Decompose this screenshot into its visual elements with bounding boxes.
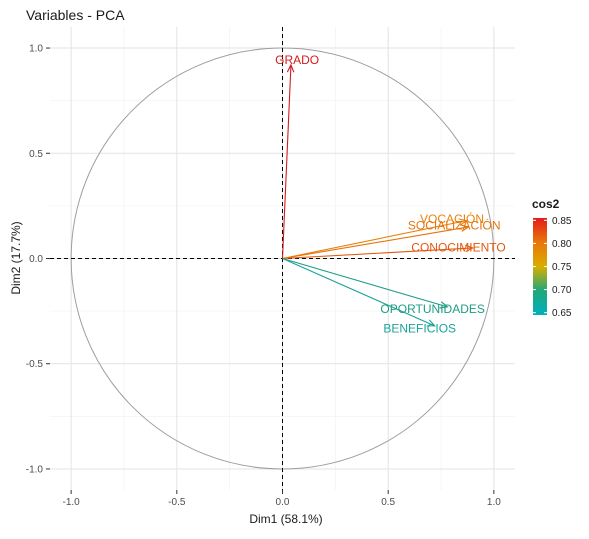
variable-label: BENEFICIOS [383,322,456,336]
legend-tick-label: 0.85 [552,216,572,227]
variable-arrow [282,224,470,260]
variable-arrow [282,218,468,260]
arrow-head [458,218,468,226]
variable-arrow [282,257,436,327]
arrow-shaft [282,226,469,260]
variable-label: CONOCIMIENTO [411,241,505,255]
x-tick-label: 0.0 [276,497,290,508]
arrow-head [286,63,295,73]
variable-label: SOCIALIZACIÓN [408,218,501,233]
variable-label: VOCACIÓN [420,211,484,226]
arrow-shaft [282,257,448,308]
x-tick-label: -0.5 [168,497,186,508]
variable-arrow [281,63,295,259]
x-tick-label: 0.5 [381,497,395,508]
y-axis-label: Dim2 (17.7%) [9,221,23,294]
arrow-shaft [282,220,467,260]
arrow-shaft [282,257,435,327]
variable-label: OPORTUNIDADES [380,302,484,316]
legend-title: cos2 [532,197,560,211]
arrow-head [439,301,449,309]
arrow-head [465,244,475,253]
y-tick-label: -0.5 [26,359,44,370]
chart-title: Variables - PCA [26,7,125,23]
legend-tick-label: 0.80 [552,239,572,250]
legend-tick-label: 0.70 [552,285,572,296]
x-axis-label: Dim1 (58.1%) [249,512,322,526]
legend-tick-label: 0.75 [552,262,572,273]
axis-ticks: -1.0 -0.5 0.0 0.5 1.0 -1.0 -0.5 0.0 0.5 1.0 [26,44,501,508]
x-tick-label: 1.0 [487,497,501,508]
arrow-shaft [281,64,292,259]
variable-label: GRADO [275,53,319,67]
variable-arrow [282,244,475,260]
y-tick-label: -1.0 [26,464,44,475]
arrow-shaft [282,247,473,260]
x-tick-label: -1.0 [63,497,81,508]
y-tick-label: 0.5 [29,149,43,160]
variable-arrows [281,63,475,327]
arrow-head [426,319,436,327]
arrow-head [460,224,470,232]
y-tick-label: 0.0 [29,254,43,265]
variable-arrow [282,257,449,309]
y-tick-label: 1.0 [29,44,43,55]
legend-tick-label: 0.65 [552,308,572,319]
legend: cos2 0.85 0.80 0.75 0.70 0.65 [532,197,572,319]
legend-colorbar [533,218,547,315]
